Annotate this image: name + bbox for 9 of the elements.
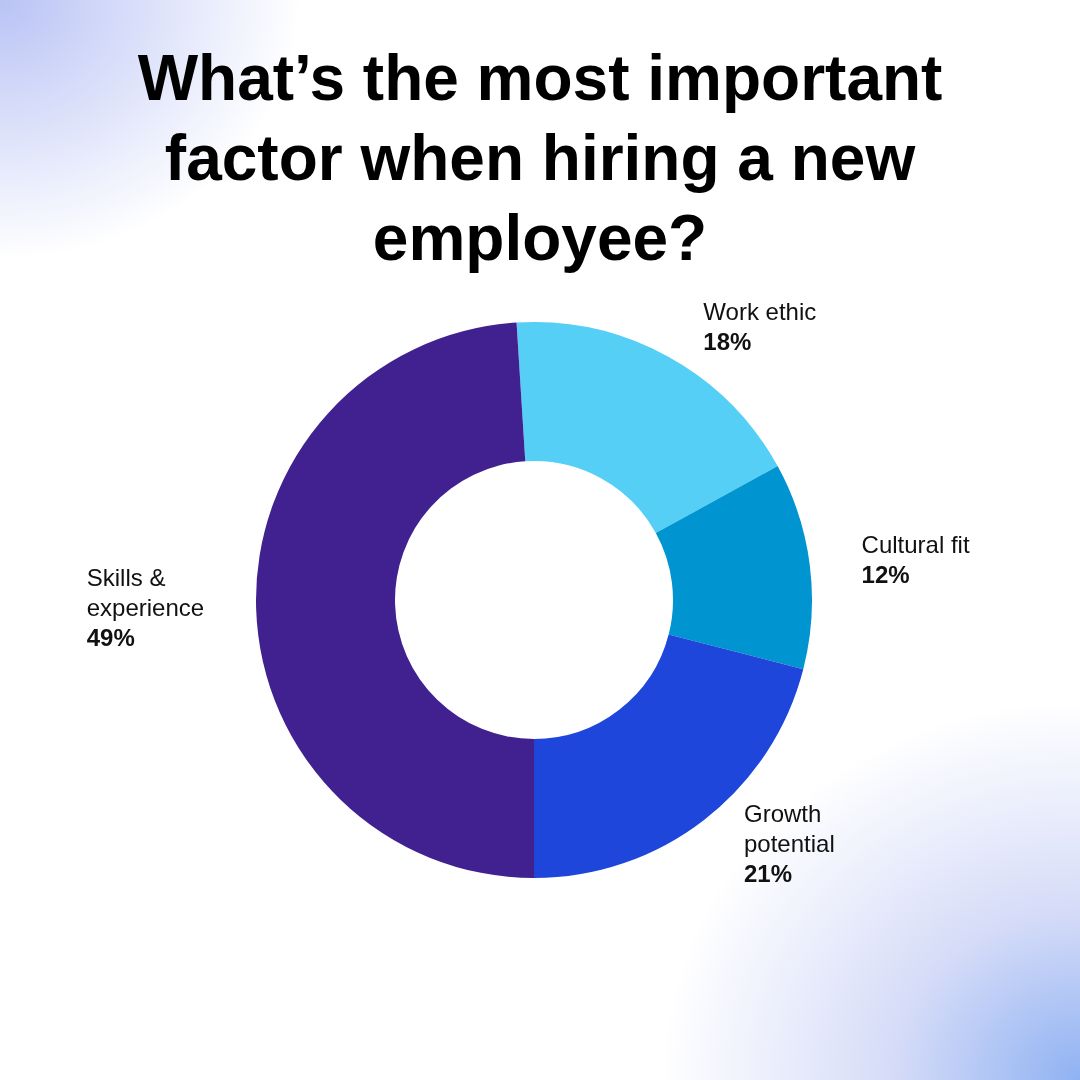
data-label: 12% (861, 560, 910, 588)
chart-title: What’s the most important factor when hiring a new employee? (136, 41, 944, 276)
slice-label: Work ethic (703, 297, 817, 325)
data-label: 18% (703, 327, 752, 355)
slice-label: Cultural fit (861, 530, 970, 558)
data-label: 49% (86, 624, 135, 652)
slice-label: Growth potential (744, 799, 835, 857)
slice-label: Skills & experience (86, 564, 205, 622)
data-label: 21% (744, 859, 793, 887)
